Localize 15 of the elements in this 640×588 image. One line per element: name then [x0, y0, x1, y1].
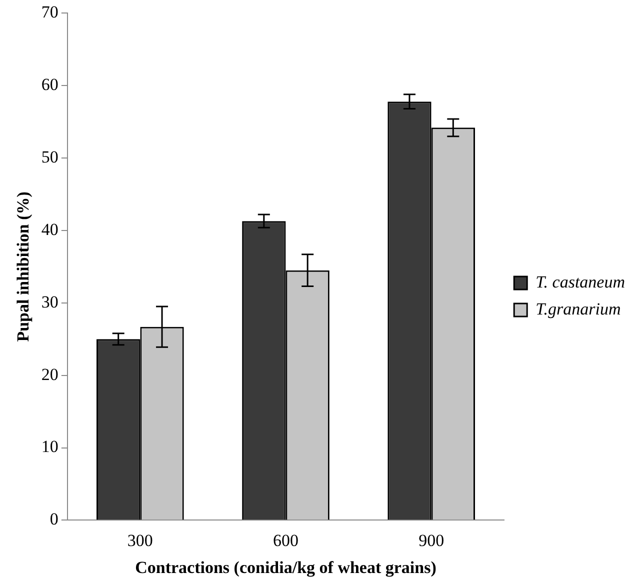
legend-label: T.granarium [536, 299, 621, 318]
x-tick-label: 300 [127, 530, 153, 550]
y-tick-label: 30 [41, 292, 58, 312]
y-tick-label: 10 [41, 437, 58, 456]
x-tick-label: 900 [418, 530, 444, 550]
x-tick-label: 600 [273, 530, 298, 550]
y-tick-label: 20 [41, 364, 58, 384]
x-axis-title: Contractions (conidia/kg of wheat grains) [135, 558, 436, 578]
legend-label: T. castaneum [536, 272, 626, 292]
y-tick-label: 40 [41, 220, 58, 239]
y-axis-title: Pupal inhibition (%) [14, 192, 33, 342]
y-tick-label: 70 [41, 2, 58, 22]
y-tick-label: 0 [50, 510, 58, 529]
y-tick-label: 50 [41, 148, 58, 167]
y-tick-label: 60 [41, 75, 58, 94]
